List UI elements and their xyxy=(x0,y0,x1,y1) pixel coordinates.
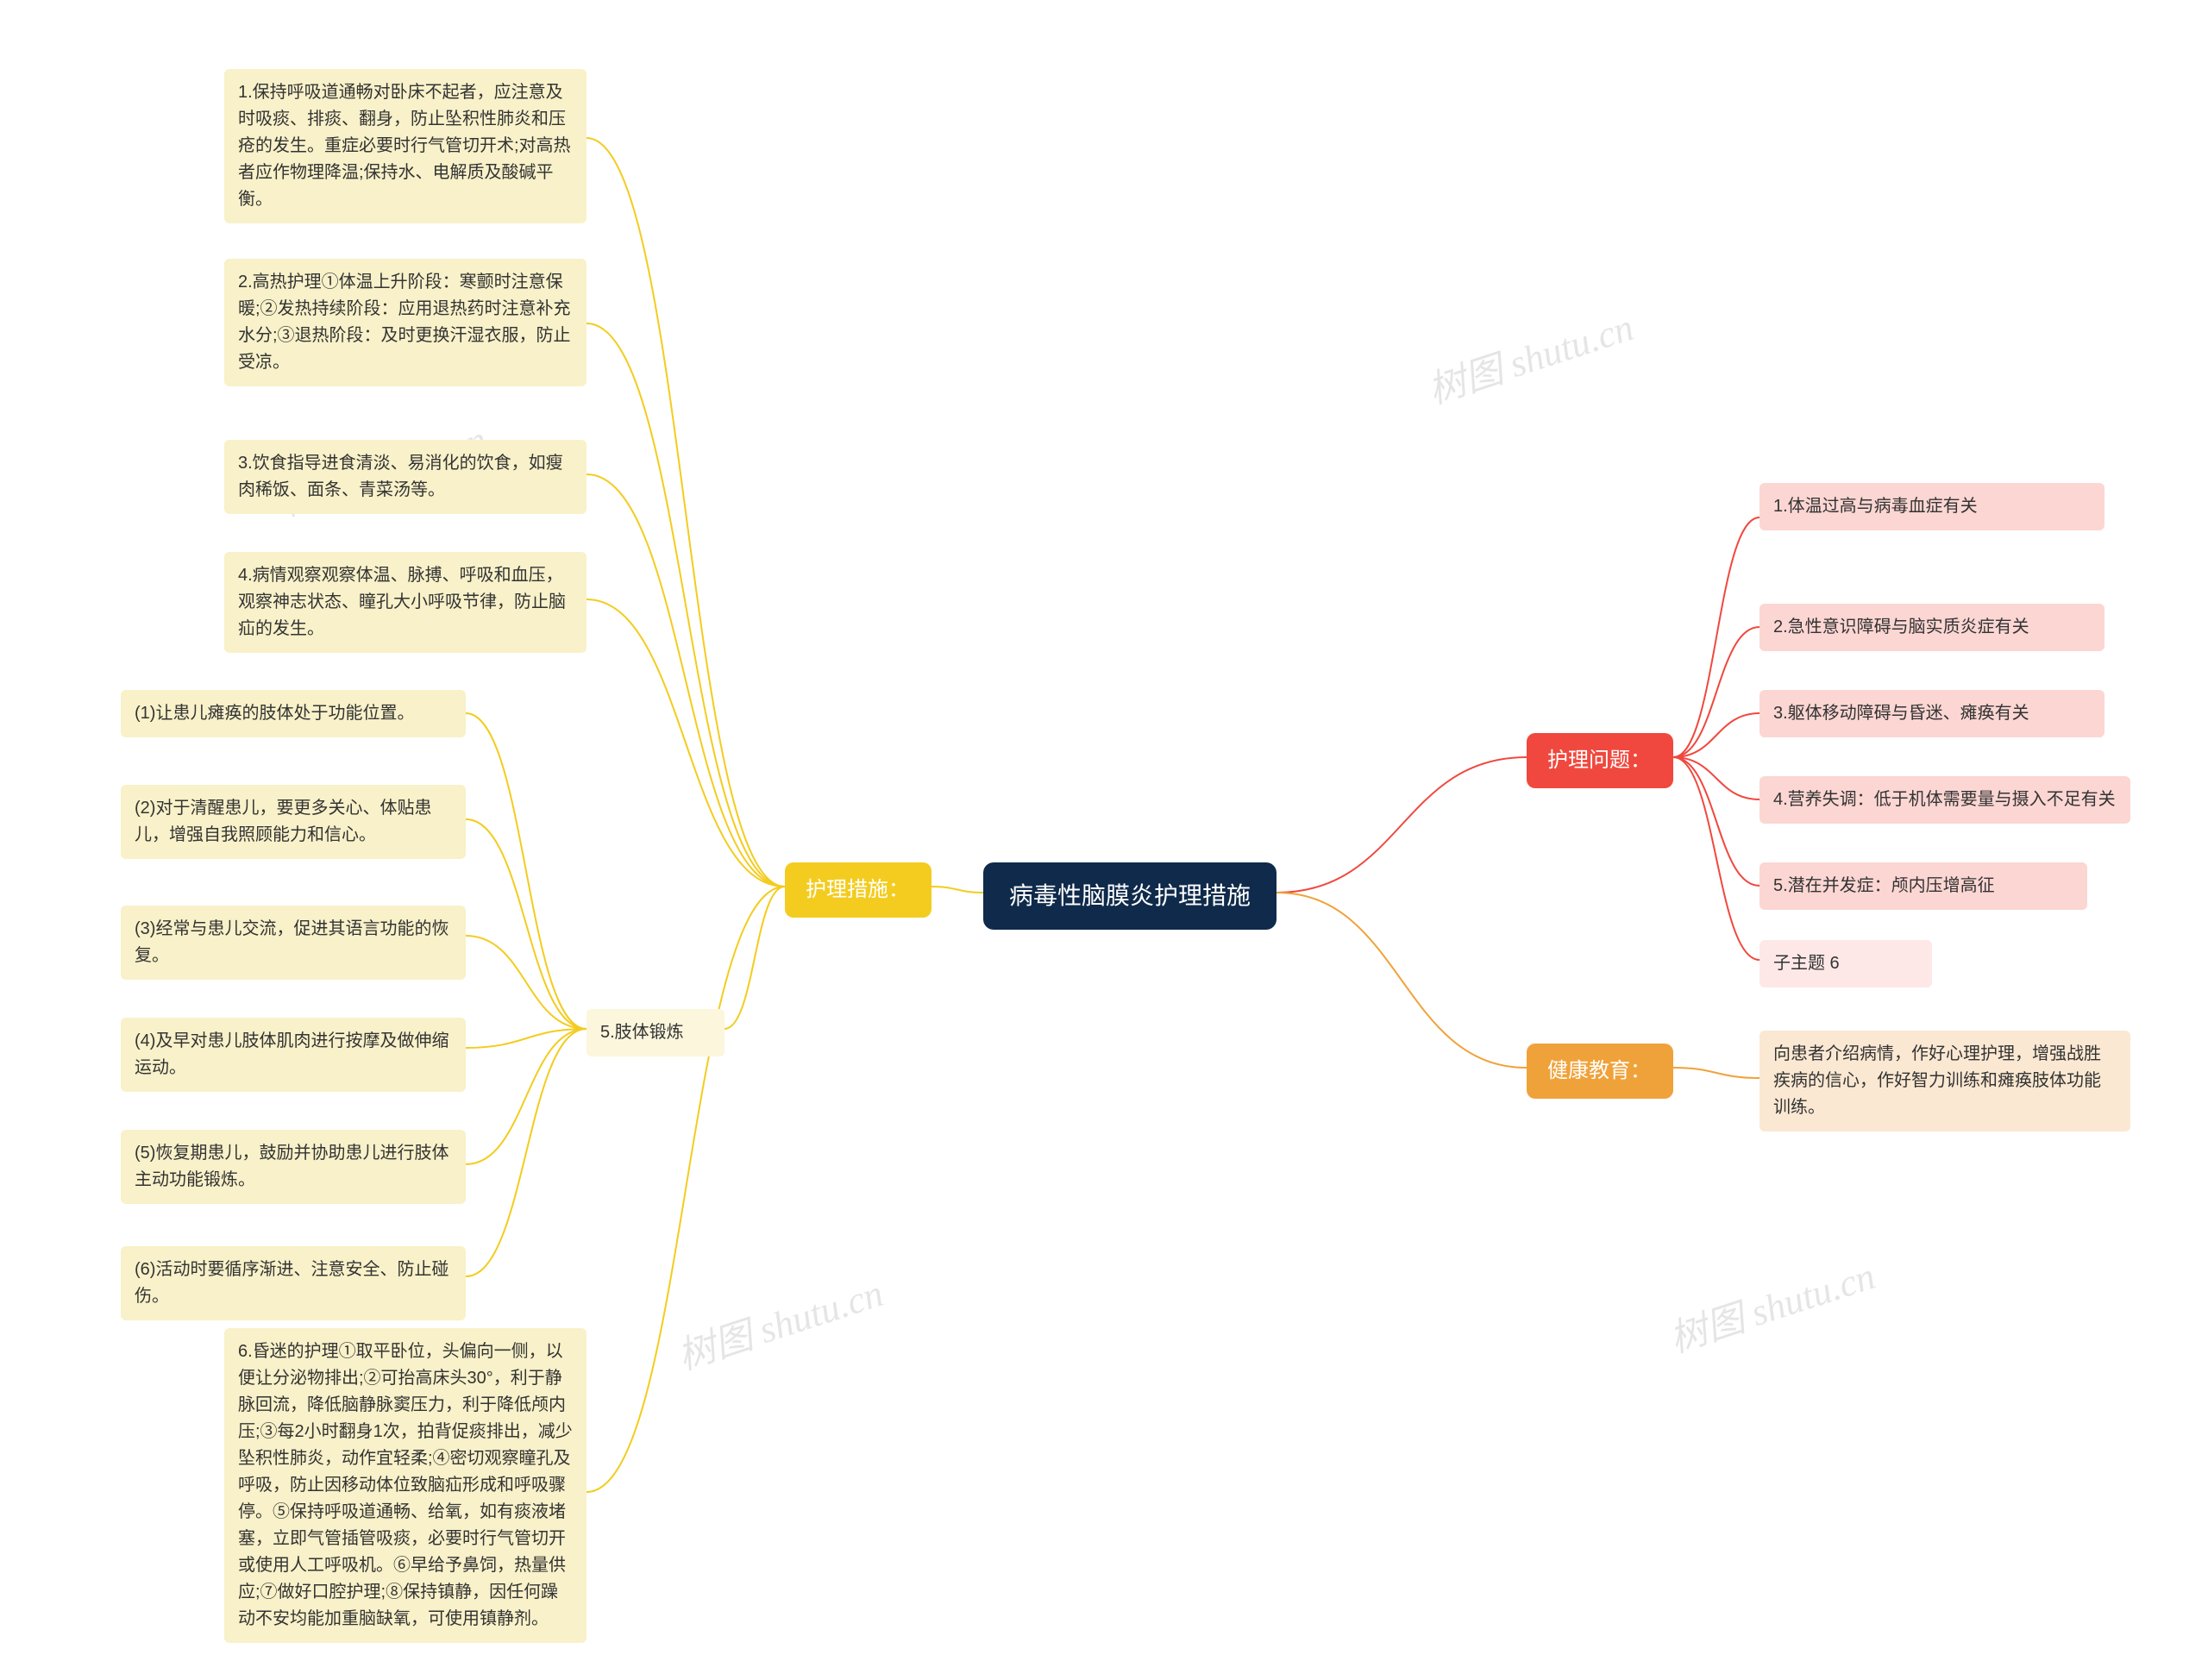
leaf-nursing-problem[interactable]: 3.躯体移动障碍与昏迷、瘫痪有关 xyxy=(1760,690,2104,737)
leaf-nursing-measure[interactable]: 6.昏迷的护理①取平卧位，头偏向一侧，以便让分泌物排出;②可抬高床头30°，利于… xyxy=(224,1328,586,1643)
branch-nursing-measures[interactable]: 护理措施： xyxy=(785,862,932,918)
leaf-nursing-measure[interactable]: 2.高热护理①体温上升阶段：寒颤时注意保暖;②发热持续阶段：应用退热药时注意补充… xyxy=(224,259,586,386)
watermark: 树图 shutu.cn xyxy=(1420,296,1640,414)
leaf-limb-exercise[interactable]: (2)对于清醒患儿，要更多关心、体贴患儿，增强自我照顾能力和信心。 xyxy=(121,785,466,859)
leaf-limb-exercise[interactable]: (6)活动时要循序渐进、注意安全、防止碰伤。 xyxy=(121,1246,466,1320)
leaf-nursing-problem[interactable]: 4.营养失调：低于机体需要量与摄入不足有关 xyxy=(1760,776,2130,824)
leaf-limb-exercise[interactable]: (5)恢复期患儿，鼓励并协助患儿进行肢体主动功能锻炼。 xyxy=(121,1130,466,1204)
leaf-nursing-measure[interactable]: 1.保持呼吸道通畅对卧床不起者，应注意及时吸痰、排痰、翻身，防止坠积性肺炎和压疮… xyxy=(224,69,586,223)
leaf-limb-exercise[interactable]: (1)让患儿瘫痪的肢体处于功能位置。 xyxy=(121,690,466,737)
watermark: 树图 shutu.cn xyxy=(669,1262,889,1380)
leaf-nursing-problem[interactable]: 1.体温过高与病毒血症有关 xyxy=(1760,483,2104,530)
branch-nursing-problem[interactable]: 护理问题： xyxy=(1527,733,1673,788)
leaf-nursing-measure[interactable]: 4.病情观察观察体温、脉搏、呼吸和血压，观察神志状态、瞳孔大小呼吸节律，防止脑疝… xyxy=(224,552,586,653)
mindmap-canvas: 树图 shutu.cn 树图 shutu.cn 树图 shutu.cn 树图 s… xyxy=(0,0,2208,1680)
branch-health-education[interactable]: 健康教育： xyxy=(1527,1044,1673,1099)
leaf-nursing-measure[interactable]: 3.饮食指导进食清淡、易消化的饮食，如瘦肉稀饭、面条、青菜汤等。 xyxy=(224,440,586,514)
leaf-nursing-problem[interactable]: 2.急性意识障碍与脑实质炎症有关 xyxy=(1760,604,2104,651)
leaf-health-education[interactable]: 向患者介绍病情，作好心理护理，增强战胜疾病的信心，作好智力训练和瘫痪肢体功能训练… xyxy=(1760,1031,2130,1131)
watermark: 树图 shutu.cn xyxy=(1661,1244,1881,1363)
leaf-limb-exercise[interactable]: (3)经常与患儿交流，促进其语言功能的恢复。 xyxy=(121,906,466,980)
subnode-limb-exercise[interactable]: 5.肢体锻炼 xyxy=(586,1009,724,1056)
leaf-limb-exercise[interactable]: (4)及早对患儿肢体肌肉进行按摩及做伸缩运动。 xyxy=(121,1018,466,1092)
root-node[interactable]: 病毒性脑膜炎护理措施 xyxy=(983,862,1276,930)
leaf-nursing-problem[interactable]: 子主题 6 xyxy=(1760,940,1932,987)
leaf-nursing-problem[interactable]: 5.潜在并发症：颅内压增高征 xyxy=(1760,862,2087,910)
